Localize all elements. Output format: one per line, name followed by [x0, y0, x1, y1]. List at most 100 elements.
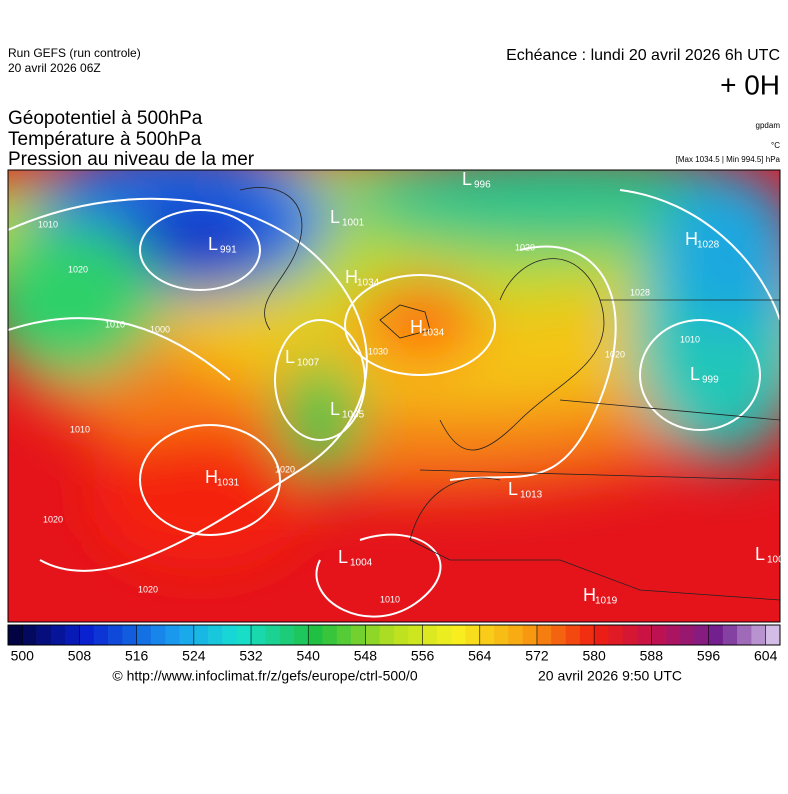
isobar-label: 1000 — [150, 324, 170, 334]
pressure-center-symbol: H — [345, 267, 358, 287]
map — [8, 170, 780, 622]
colorbar-cell — [451, 625, 466, 645]
pressure-center-symbol: H — [410, 317, 423, 337]
colorbar-cell — [93, 625, 109, 645]
isobar-label: 1020 — [515, 242, 535, 252]
pressure-center-symbol: H — [685, 229, 698, 249]
pressure-center-value: 1007 — [297, 358, 320, 369]
pressure-center-value: 1028 — [697, 240, 720, 251]
pressure-center-symbol: L — [338, 547, 348, 567]
colorbar: 500 508 516 524 532 540 548 556 564 572 580 588 596 6… — [7, 624, 781, 664]
colorbar-cell — [279, 625, 295, 645]
colorbar-cell — [165, 625, 180, 645]
colorbar-cell — [422, 625, 438, 645]
pressure-center-value: 1001 — [342, 218, 365, 229]
pressure-center-symbol: L — [285, 347, 295, 367]
title: Géopotentiel à 500hPa — [8, 108, 203, 129]
colorbar-cell — [179, 625, 195, 645]
colorbar-cell — [522, 625, 538, 645]
colorbar-cell — [494, 625, 509, 645]
map-frame — [7, 169, 781, 623]
pressure-center-symbol: L — [330, 207, 340, 227]
pressure-center-value: 999 — [702, 375, 719, 386]
colorbar-cell — [479, 625, 495, 645]
isobar-label: 1010 — [380, 594, 400, 604]
colorbar-cell — [622, 625, 638, 645]
isobar-label: 1010 — [70, 424, 90, 434]
pressure-center-value: 996 — [474, 180, 491, 191]
pressure-center-value: 1034 — [422, 328, 445, 339]
colorbar-cell — [351, 625, 366, 645]
colorbar-cell — [508, 625, 523, 645]
pressure-center-value: 1034 — [357, 278, 380, 289]
pressure-center-value: 1004 — [350, 558, 373, 569]
colorbar-tick-label: 580 — [582, 648, 606, 664]
unit: °C — [771, 141, 780, 150]
colorbar-cell — [465, 625, 481, 645]
pressure-center-symbol: L — [462, 169, 472, 189]
isobar-label: 1020 — [138, 584, 158, 594]
colorbar-tick-label: 564 — [468, 648, 492, 664]
lead-time: + 0H — [720, 69, 780, 100]
colorbar-cell — [394, 625, 409, 645]
pressure-center-value: 1005 — [342, 410, 365, 421]
colorbar-tick-label: 516 — [125, 648, 149, 664]
colorbar-tick-label: 540 — [297, 648, 321, 664]
colorbar-tick-label: 500 — [11, 648, 35, 664]
colorbar-cell — [765, 625, 781, 645]
generated-time: 20 avril 2026 9:50 UTC — [538, 668, 682, 684]
colorbar-cell — [79, 625, 95, 645]
colorbar-cell — [708, 625, 724, 645]
colorbar-cell — [751, 625, 767, 645]
colorbar-tick-label: 604 — [754, 648, 778, 664]
pressure-center-value: 991 — [220, 245, 237, 256]
pressure-center-symbol: L — [690, 364, 700, 384]
colorbar-cell — [608, 625, 624, 645]
echeance: Echéance : lundi 20 avril 2026 6h UTC — [506, 47, 780, 64]
colorbar-cell — [108, 625, 123, 645]
source-url: © http://www.infoclimat.fr/z/gefs/europe… — [112, 668, 417, 684]
isobar-label: 1028 — [630, 287, 650, 297]
colorbar-cell — [208, 625, 223, 645]
colorbar-cell — [265, 625, 280, 645]
colorbar-cell — [36, 625, 52, 645]
colorbar-tick-label: 588 — [640, 648, 664, 664]
unit: gpdam — [756, 121, 781, 130]
isobar-label: 1010 — [38, 219, 58, 229]
colorbar-cell — [551, 625, 566, 645]
pressure-center-symbol: L — [208, 234, 218, 254]
colorbar-tick-label: 596 — [697, 648, 721, 664]
colorbar-cell — [694, 625, 709, 645]
colorbar-cell — [536, 625, 552, 645]
run-label: Run GEFS (run controle) — [8, 46, 141, 60]
colorbar-cell — [565, 625, 581, 645]
colorbar-cell — [8, 625, 23, 645]
run-date: 20 avril 2026 06Z — [8, 61, 101, 75]
pressure-center-symbol: L — [755, 544, 765, 564]
pressure-center-value: 1013 — [520, 490, 543, 501]
pressure-center-symbol: L — [508, 479, 518, 499]
isobar-label: 1030 — [368, 346, 388, 356]
colorbar-tick-label: 524 — [182, 648, 206, 664]
isobar-label: 1010 — [680, 334, 700, 344]
colorbar-tick-label: 572 — [525, 648, 549, 664]
colorbar-cell — [222, 625, 238, 645]
colorbar-cell — [408, 625, 423, 645]
colorbar-cell — [436, 625, 452, 645]
colorbar-cell — [65, 625, 80, 645]
colorbar-cell — [322, 625, 338, 645]
unit: [Max 1034.5 | Min 994.5] hPa — [676, 155, 781, 164]
isobar-label: 1020 — [605, 349, 625, 359]
pressure-center-value: 1031 — [217, 478, 240, 489]
isobar-label: 1020 — [43, 514, 63, 524]
title: Pression au niveau de la mer — [8, 149, 255, 170]
colorbar-cell — [22, 625, 37, 645]
pressure-center-symbol: H — [205, 467, 218, 487]
colorbar-frame — [7, 624, 781, 646]
colorbar-cell — [579, 625, 595, 645]
colorbar-cell — [293, 625, 309, 645]
colorbar-cell — [308, 625, 323, 645]
colorbar-cell — [679, 625, 695, 645]
colorbar-cell — [637, 625, 652, 645]
